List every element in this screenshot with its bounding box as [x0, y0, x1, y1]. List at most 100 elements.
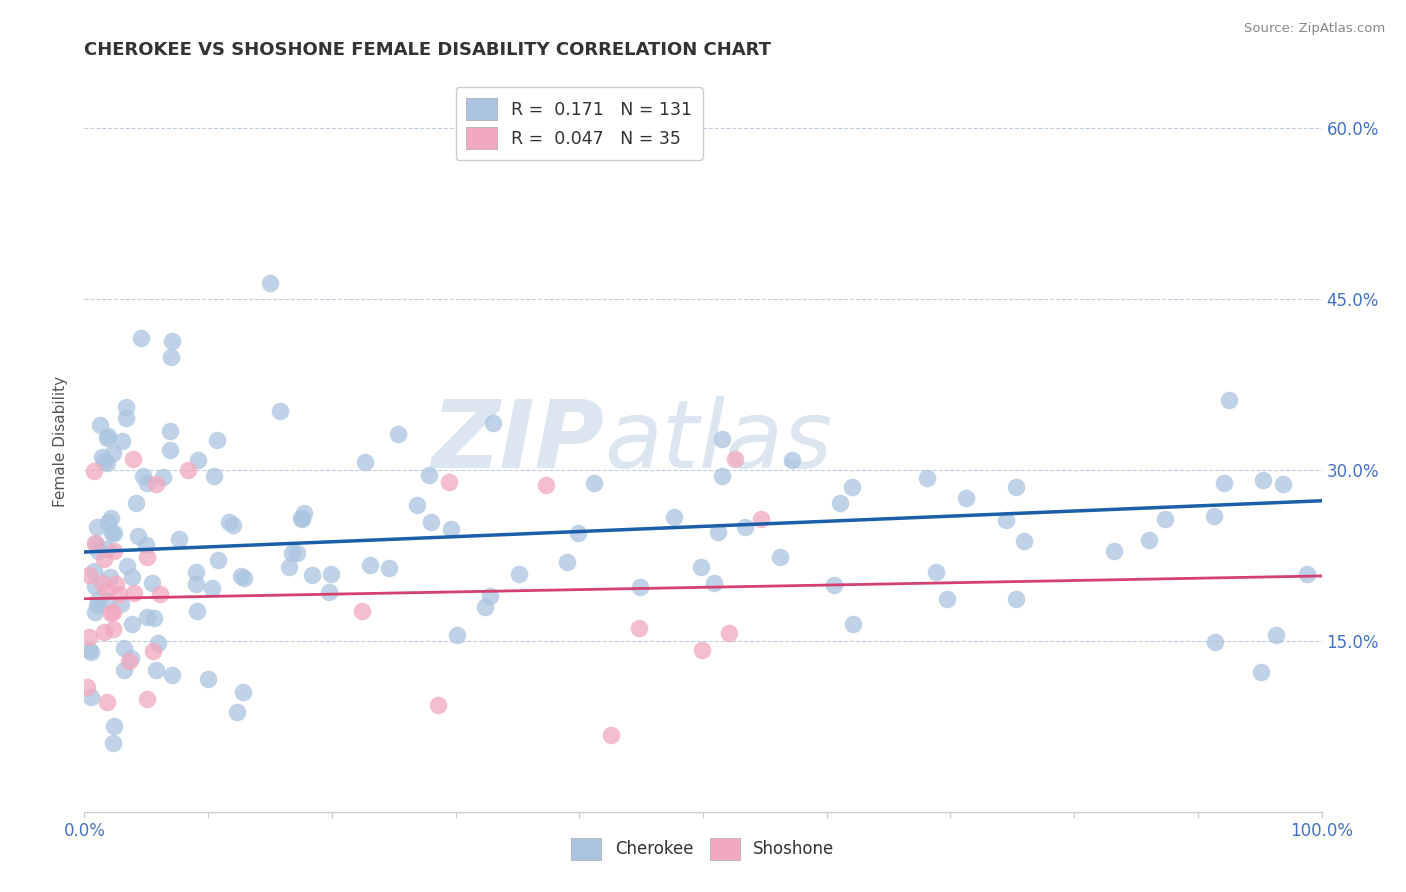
- Point: [711, 469, 734, 483]
- Point: [259, 276, 281, 290]
- Point: [122, 451, 145, 466]
- Point: [1272, 476, 1295, 491]
- Point: [482, 417, 505, 431]
- Point: [1218, 393, 1240, 408]
- Point: [120, 651, 142, 665]
- Point: [281, 547, 304, 561]
- Point: [567, 525, 589, 540]
- Point: [226, 705, 249, 719]
- Point: [112, 663, 135, 677]
- Point: [76, 681, 98, 695]
- Point: [318, 585, 340, 599]
- Point: [83, 605, 105, 619]
- Point: [121, 570, 143, 584]
- Point: [437, 475, 460, 489]
- Point: [233, 571, 256, 585]
- Point: [152, 470, 174, 484]
- Point: [690, 643, 713, 657]
- Point: [145, 663, 167, 677]
- Point: [352, 604, 374, 618]
- Text: Source: ZipAtlas.com: Source: ZipAtlas.com: [1244, 22, 1385, 36]
- Point: [378, 561, 401, 575]
- Point: [77, 568, 100, 582]
- Point: [83, 579, 105, 593]
- Point: [98, 570, 121, 584]
- Point: [101, 526, 124, 541]
- Point: [508, 566, 530, 581]
- Point: [105, 577, 128, 591]
- Point: [426, 698, 449, 713]
- Point: [285, 546, 308, 560]
- Point: [1250, 665, 1272, 679]
- Point: [292, 506, 315, 520]
- Point: [131, 469, 153, 483]
- Point: [749, 512, 772, 526]
- Point: [1204, 508, 1226, 523]
- Point: [474, 599, 496, 614]
- Point: [135, 610, 157, 624]
- Point: [1012, 534, 1035, 549]
- Point: [80, 690, 103, 704]
- Point: [823, 578, 845, 592]
- Point: [143, 611, 166, 625]
- Point: [955, 491, 977, 505]
- Y-axis label: Female Disability: Female Disability: [53, 376, 69, 508]
- Point: [1204, 635, 1226, 649]
- Point: [108, 587, 131, 601]
- Point: [278, 559, 301, 574]
- Point: [103, 525, 125, 540]
- Point: [1137, 533, 1160, 547]
- Legend: Cherokee, Shoshone: Cherokee, Shoshone: [565, 831, 841, 866]
- Point: [110, 597, 132, 611]
- Point: [582, 476, 605, 491]
- Point: [103, 719, 125, 733]
- Point: [321, 567, 343, 582]
- Point: [84, 536, 107, 550]
- Point: [354, 455, 377, 469]
- Point: [83, 464, 105, 478]
- Point: [291, 512, 314, 526]
- Point: [141, 576, 163, 591]
- Point: [1251, 473, 1274, 487]
- Point: [159, 424, 181, 438]
- Point: [93, 552, 115, 566]
- Point: [136, 475, 159, 490]
- Point: [218, 515, 240, 529]
- Point: [112, 640, 135, 655]
- Point: [478, 589, 501, 603]
- Point: [115, 410, 138, 425]
- Point: [724, 452, 747, 467]
- Point: [160, 334, 183, 348]
- Point: [222, 517, 245, 532]
- Point: [690, 560, 713, 574]
- Point: [710, 432, 733, 446]
- Point: [162, 667, 184, 681]
- Point: [828, 496, 851, 510]
- Point: [96, 456, 118, 470]
- Point: [662, 509, 685, 524]
- Point: [405, 499, 427, 513]
- Point: [536, 478, 558, 492]
- Point: [86, 537, 108, 551]
- Point: [111, 434, 134, 448]
- Point: [419, 515, 441, 529]
- Point: [925, 565, 948, 579]
- Point: [97, 429, 120, 443]
- Point: [115, 400, 138, 414]
- Point: [176, 462, 198, 476]
- Point: [159, 350, 181, 364]
- Point: [91, 575, 114, 590]
- Point: [79, 643, 101, 657]
- Point: [994, 513, 1017, 527]
- Point: [915, 471, 938, 485]
- Point: [703, 576, 725, 591]
- Point: [1296, 566, 1319, 581]
- Point: [135, 538, 157, 552]
- Point: [231, 568, 253, 582]
- Point: [1264, 628, 1286, 642]
- Point: [387, 427, 409, 442]
- Point: [627, 621, 650, 635]
- Point: [440, 522, 463, 536]
- Point: [186, 605, 208, 619]
- Point: [359, 558, 381, 572]
